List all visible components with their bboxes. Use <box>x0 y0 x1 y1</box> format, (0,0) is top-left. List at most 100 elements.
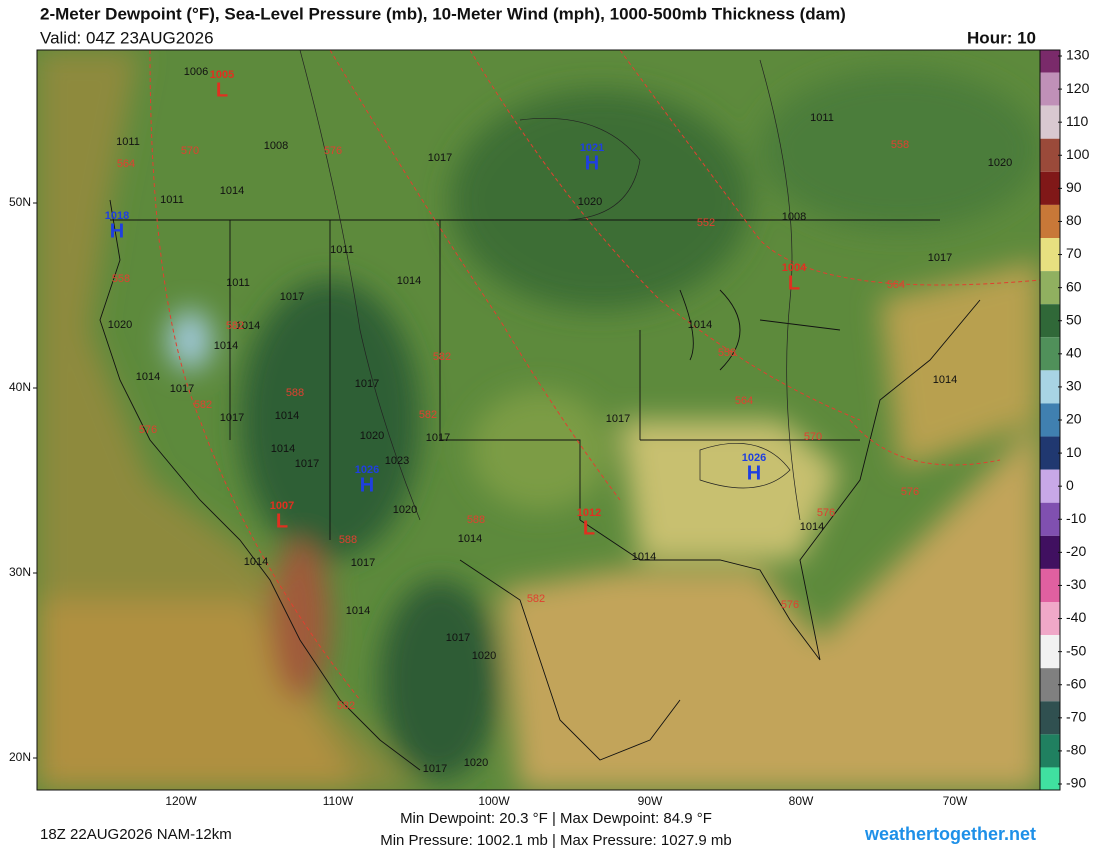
pressure-center-letter: H <box>747 462 761 484</box>
colorbar-swatch <box>1040 701 1060 735</box>
colorbar-swatch <box>1040 138 1060 172</box>
pressure-center-letter: L <box>788 272 800 294</box>
colorbar-label: -60 <box>1066 675 1086 691</box>
isobar-label: 1017 <box>280 291 304 303</box>
isobar-label: 1014 <box>346 605 370 617</box>
isobar-label: 1011 <box>226 277 250 289</box>
pressure-center-letter: H <box>110 220 124 242</box>
colorbar-swatch <box>1040 436 1060 470</box>
colorbar-swatch <box>1040 238 1060 272</box>
colorbar-swatch <box>1040 171 1060 205</box>
isobar-label: 1020 <box>988 157 1012 169</box>
colorbar-label: -40 <box>1066 609 1086 625</box>
lat-label: 50N <box>9 195 31 209</box>
thickness-label: 588 <box>339 534 357 546</box>
thickness-label: 588 <box>286 387 304 399</box>
colorbar-label: 60 <box>1066 278 1082 294</box>
isobar-label: 1011 <box>160 194 184 206</box>
colorbar-label: -20 <box>1066 543 1086 559</box>
colorbar-swatch <box>1040 72 1060 106</box>
isobar-label: 1023 <box>385 455 409 467</box>
lon-label: 70W <box>943 794 968 808</box>
colorbar-label: -90 <box>1066 775 1086 791</box>
lon-label: 100W <box>478 794 510 808</box>
colorbar-swatch <box>1040 204 1060 238</box>
isobar-label: 1014 <box>271 443 295 455</box>
brand: weathertogether.net <box>864 824 1036 844</box>
colorbar-label: 50 <box>1066 311 1082 327</box>
lon-label: 110W <box>323 794 354 808</box>
thickness-label: 570 <box>804 431 822 443</box>
pressure-center-value: 1012 <box>577 507 601 519</box>
pressure-center-letter: L <box>583 517 595 539</box>
colorbar-label: -50 <box>1066 642 1086 658</box>
thickness-label: 582 <box>337 700 355 712</box>
colorbar-swatch <box>1040 50 1060 73</box>
isobar-label: 1014 <box>236 320 260 332</box>
pressure-center-value: 1021 <box>580 142 604 154</box>
isobars <box>299 50 801 521</box>
isobar-label: 1017 <box>423 763 447 775</box>
colorbar-swatch <box>1040 734 1060 768</box>
pressure-center-value: 1018 <box>105 210 129 222</box>
pressure-center-value: 1026 <box>742 452 766 464</box>
thickness-label: 582 <box>226 320 244 332</box>
lat-label: 40N <box>9 380 31 394</box>
title: 2-Meter Dewpoint (°F), Sea-Level Pressur… <box>40 4 846 23</box>
valid-time: Valid: 04Z 23AUG2026 <box>40 28 214 47</box>
lon-label: 80W <box>789 794 814 808</box>
isobar-label: 1008 <box>782 211 806 223</box>
colorbar-label: 80 <box>1066 212 1082 228</box>
colorbar-label: 20 <box>1066 411 1082 427</box>
colorbar-swatch <box>1040 535 1060 569</box>
isobar-label: 1014 <box>244 556 268 568</box>
colorbar-swatch <box>1040 304 1060 338</box>
thickness-label: 558 <box>891 139 909 151</box>
thickness-label: 576 <box>901 486 919 498</box>
thickness-label: 570 <box>181 145 199 157</box>
colorbar-swatch <box>1040 668 1060 702</box>
thickness-label: 552 <box>697 217 715 229</box>
thickness-label: 576 <box>781 599 799 611</box>
colorbar-label: -30 <box>1066 576 1086 592</box>
isobar-label: 1014 <box>220 185 244 197</box>
isobar-label: 1020 <box>578 196 602 208</box>
colorbar-label: -80 <box>1066 742 1086 758</box>
lat-label: 20N <box>9 750 31 764</box>
colorbar-label: 110 <box>1066 113 1089 129</box>
coastlines-borders <box>99 199 981 771</box>
colorbar-label: -10 <box>1066 510 1086 526</box>
model-run: 18Z 22AUG2026 NAM-12km <box>40 826 232 843</box>
thickness-label: 582 <box>194 399 212 411</box>
colorbar-swatch <box>1040 502 1060 536</box>
isobar-label: 1017 <box>426 432 450 444</box>
colorbar-label: 10 <box>1066 444 1082 460</box>
colorbar-swatch <box>1040 767 1060 790</box>
isobar-label: 1020 <box>360 430 384 442</box>
thickness-label: 582 <box>419 409 437 421</box>
colorbar-swatch <box>1040 370 1060 404</box>
colorbar-swatch <box>1040 403 1060 437</box>
pressure-center-letter: H <box>585 152 599 174</box>
isobar-label: 1020 <box>393 504 417 516</box>
thickness-label: 582 <box>527 593 545 605</box>
thickness-label: 558 <box>112 273 130 285</box>
thickness-label: 588 <box>467 514 485 526</box>
pressure-center-value: 1005 <box>210 69 234 81</box>
lon-label: 120W <box>165 794 197 808</box>
thickness-label: 558 <box>718 347 736 359</box>
isobar-label: 1017 <box>170 383 194 395</box>
isobar-label: 1020 <box>472 650 496 662</box>
pressure-center-letter: H <box>360 474 374 496</box>
colorbar-label: -70 <box>1066 709 1086 725</box>
pressure-center-value: 1007 <box>270 500 294 512</box>
isobar-label: 1014 <box>275 410 299 422</box>
isobar-label: 1014 <box>688 319 712 331</box>
lon-label: 90W <box>638 794 663 808</box>
isobar-label: 1014 <box>214 340 238 352</box>
isobar-label: 1008 <box>264 140 288 152</box>
thickness-label: 576 <box>139 424 157 436</box>
isobar-label: 1017 <box>928 252 952 264</box>
